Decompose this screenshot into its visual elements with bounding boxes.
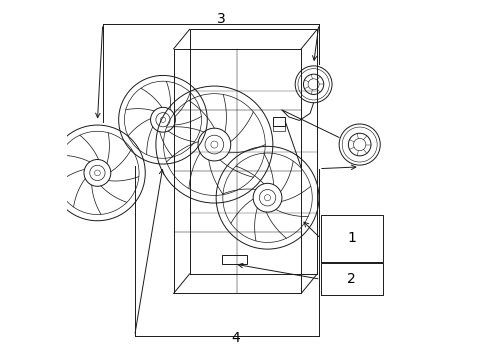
Text: 2: 2	[346, 272, 355, 286]
Bar	[272, 126, 285, 131]
Text: 1: 1	[346, 231, 355, 246]
Bar	[272, 117, 285, 126]
Bar	[222, 255, 246, 264]
Text: 4: 4	[231, 331, 240, 345]
Text: 3: 3	[217, 12, 225, 26]
